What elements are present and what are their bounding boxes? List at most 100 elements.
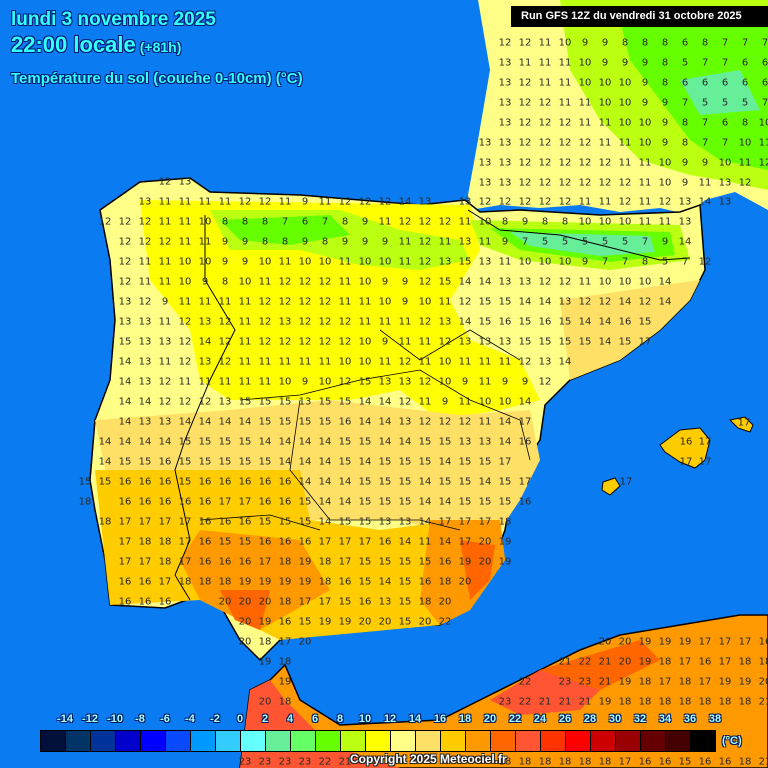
map-value-label: 10 [358,276,372,288]
map-value-label: 11 [238,376,252,388]
map-value-label: 7 [621,256,629,268]
legend-tick-label: 38 [708,713,722,725]
map-value-label: 5 [681,57,689,69]
map-value-label: 14 [618,296,632,308]
map-value-label: 5 [541,236,549,248]
map-value-label: 15 [298,496,312,508]
map-value-label: 9 [381,276,389,288]
map-value-label: 7 [741,37,749,49]
map-value-label: 15 [178,456,192,468]
map-value-label: 14 [118,436,132,448]
map-value-label: 9 [581,256,589,268]
map-value-label: 10 [618,216,632,228]
map-value-label: 9 [401,296,409,308]
map-value-label: 19 [678,636,692,648]
map-value-label: 18 [318,576,332,588]
map-value-label: 14 [198,336,212,348]
map-value-label: 16 [218,516,232,528]
map-value-label: 13 [458,196,472,208]
map-value-label: 10 [618,77,632,89]
map-value-label: 21 [558,696,572,708]
map-value-label: 23 [278,756,292,768]
color-legend [40,730,716,752]
legend-swatch [691,731,715,751]
map-value-label: 14 [438,456,452,468]
map-value-label: 15 [338,396,352,408]
map-value-label: 16 [218,556,232,568]
map-value-label: 16 [178,496,192,508]
map-value-label: 12 [478,196,492,208]
map-value-label: 12 [318,336,332,348]
map-value-label: 7 [721,137,729,149]
map-value-label: 17 [178,536,192,548]
map-value-label: 15 [398,556,412,568]
map-value-label: 14 [658,296,672,308]
map-value-label: 16 [118,476,132,488]
map-value-label: 21 [578,696,592,708]
map-value-label: 14 [498,436,512,448]
map-value-label: 13 [138,376,152,388]
map-value-label: 10 [638,276,652,288]
map-value-label: 11 [258,276,272,288]
map-value-label: 10 [658,157,672,169]
map-value-label: 17 [458,516,472,528]
legend-swatch [441,731,466,751]
map-value-label: 5 [701,97,709,109]
map-value-label: 16 [158,596,172,608]
map-value-label: 12 [418,256,432,268]
map-value-label: 9 [701,157,709,169]
map-value-label: 16 [718,756,732,768]
map-value-label: 12 [638,296,652,308]
map-value-label: 14 [118,356,132,368]
map-value-label: 14 [318,476,332,488]
legend-swatch [241,731,266,751]
map-value-label: 18 [678,696,692,708]
map-value-label: 15 [278,416,292,428]
map-value-label: 23 [258,756,272,768]
map-value-label: 11 [758,137,768,149]
map-value-label: 10 [318,376,332,388]
map-value-label: 20 [598,636,612,648]
map-value-label: 7 [721,37,729,49]
map-value-label: 19 [738,676,752,688]
map-value-label: 6 [681,77,689,89]
map-value-label: 11 [398,336,412,348]
map-value-label: 14 [598,336,612,348]
map-value-label: 17 [118,536,132,548]
map-value-label: 17 [338,536,352,548]
map-value-label: 11 [538,57,552,69]
map-value-label: 13 [498,137,512,149]
map-value-label: 14 [438,496,452,508]
map-value-label: 12 [538,376,552,388]
map-value-label: 11 [478,416,492,428]
map-value-label: 15 [218,456,232,468]
map-value-label: 13 [478,177,492,189]
map-value-label: 12 [138,296,152,308]
map-value-label: 12 [418,316,432,328]
map-value-label: 7 [761,97,768,109]
map-value-label: 20 [478,536,492,548]
map-value-label: 16 [258,496,272,508]
legend-tick-label: 6 [311,713,319,725]
map-value-label: 12 [558,157,572,169]
map-value-label: 21 [538,696,552,708]
map-value-label: 10 [178,256,192,268]
map-value-label: 12 [598,157,612,169]
map-value-label: 12 [558,196,572,208]
map-value-label: 7 [601,256,609,268]
map-value-label: 19 [618,676,632,688]
map-value-label: 13 [198,356,212,368]
map-value-label: 8 [561,216,569,228]
map-value-label: 16 [679,436,693,448]
map-value-label: 14 [278,436,292,448]
map-value-label: 8 [321,236,329,248]
legend-swatch [591,731,616,751]
legend-swatch [91,731,116,751]
map-value-label: 11 [558,77,572,89]
map-value-label: 14 [398,536,412,548]
map-value-label: 13 [438,256,452,268]
map-value-label: 12 [418,216,432,228]
map-value-label: 15 [518,336,532,348]
map-value-label: 22 [518,696,532,708]
legend-tick-label: 12 [383,713,397,725]
